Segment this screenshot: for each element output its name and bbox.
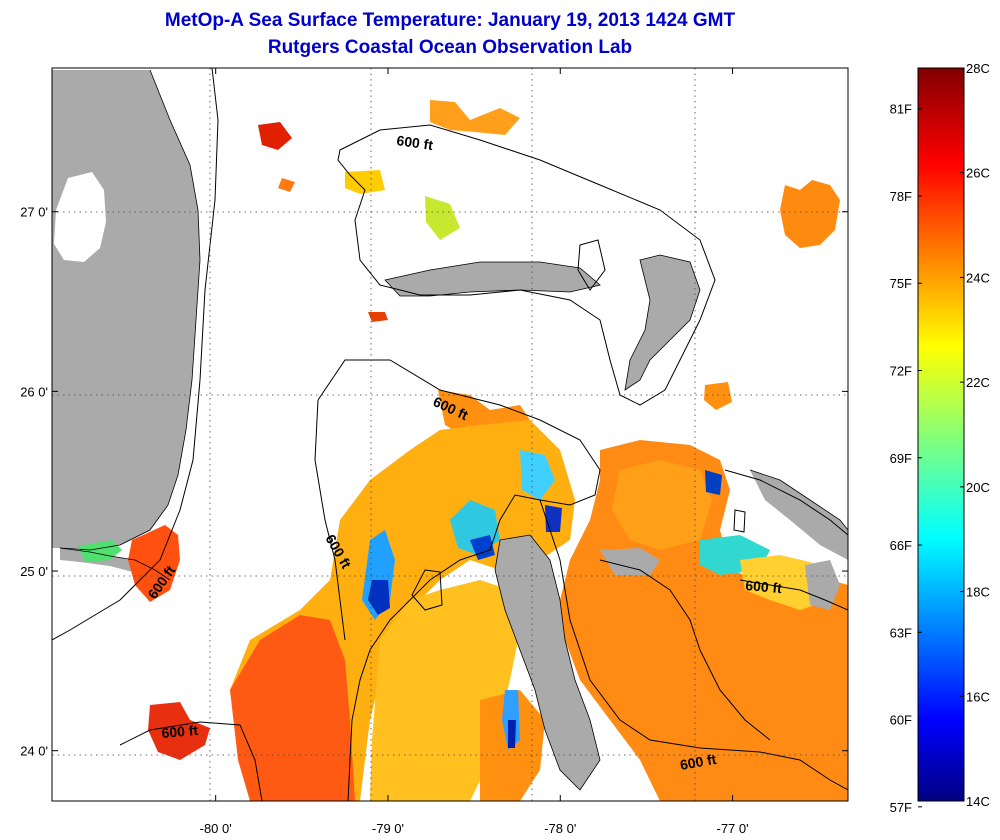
lat-tick-label: 26 0' bbox=[20, 384, 48, 399]
colorbar-fahrenheit-label: 72F bbox=[890, 364, 912, 379]
lon-tick-label: -77 0' bbox=[717, 821, 749, 836]
colorbar-fahrenheit-label: 75F bbox=[890, 276, 912, 291]
lon-tick-label: -79 0' bbox=[372, 821, 404, 836]
sst-patches bbox=[78, 100, 848, 801]
colorbar-fahrenheit-label: 60F bbox=[890, 713, 912, 728]
latitude-axis: 27 0' 26 0' 25 0' 24 0' bbox=[20, 205, 848, 759]
lon-tick-label: -78 0' bbox=[544, 821, 576, 836]
coastlines bbox=[59, 69, 848, 791]
contour-label: 600 ft bbox=[396, 132, 435, 153]
colorbar-fahrenheit-label: 63F bbox=[890, 625, 912, 640]
lat-tick-label: 27 0' bbox=[20, 205, 48, 220]
lat-tick-label: 25 0' bbox=[20, 564, 48, 579]
map-frame bbox=[51, 67, 849, 802]
longitude-axis: -80 0' -79 0' -78 0' -77 0' bbox=[200, 68, 749, 836]
lat-tick-label: 24 0' bbox=[20, 744, 48, 759]
contour-label: 600 ft bbox=[745, 577, 783, 596]
colorbar-celsius-label: 14C bbox=[966, 794, 990, 809]
colorbar-fahrenheit-label: 69F bbox=[890, 451, 912, 466]
colorbar-fahrenheit-label: 57F bbox=[890, 800, 912, 815]
colorbar-fahrenheit-label: 78F bbox=[890, 189, 912, 204]
lake-okeechobee bbox=[54, 172, 106, 262]
lon-tick-label: -80 0' bbox=[200, 821, 232, 836]
colorbar-celsius-labels: 28C 26C 24C 22C 20C 18C 16C 14C bbox=[960, 61, 990, 809]
contour-label: 600 ft bbox=[161, 722, 199, 741]
map-title: MetOp-A Sea Surface Temperature: January… bbox=[164, 10, 736, 31]
colorbar-celsius-label: 18C bbox=[966, 585, 990, 600]
colorbar-celsius-label: 22C bbox=[966, 375, 990, 390]
map-subtitle: Rutgers Coastal Ocean Observation Lab bbox=[267, 37, 633, 58]
colorbar-celsius-label: 26C bbox=[966, 166, 990, 181]
colorbar bbox=[917, 67, 965, 802]
colorbar-celsius-label: 16C bbox=[966, 689, 990, 704]
colorbar-fahrenheit-label: 81F bbox=[890, 102, 912, 117]
colorbar-celsius-label: 28C bbox=[966, 61, 990, 76]
colorbar-fahrenheit-labels: 81F 78F 75F 72F 69F 66F 63F 60F 57F bbox=[890, 102, 922, 815]
colorbar-celsius-label: 20C bbox=[966, 480, 990, 495]
bahamas-land bbox=[385, 255, 848, 790]
colorbar-celsius-label: 24C bbox=[966, 270, 990, 285]
colorbar-fahrenheit-label: 66F bbox=[890, 538, 912, 553]
grid-lines bbox=[52, 68, 848, 801]
contour-label: 600 ft bbox=[679, 751, 718, 773]
map-body bbox=[52, 68, 848, 801]
